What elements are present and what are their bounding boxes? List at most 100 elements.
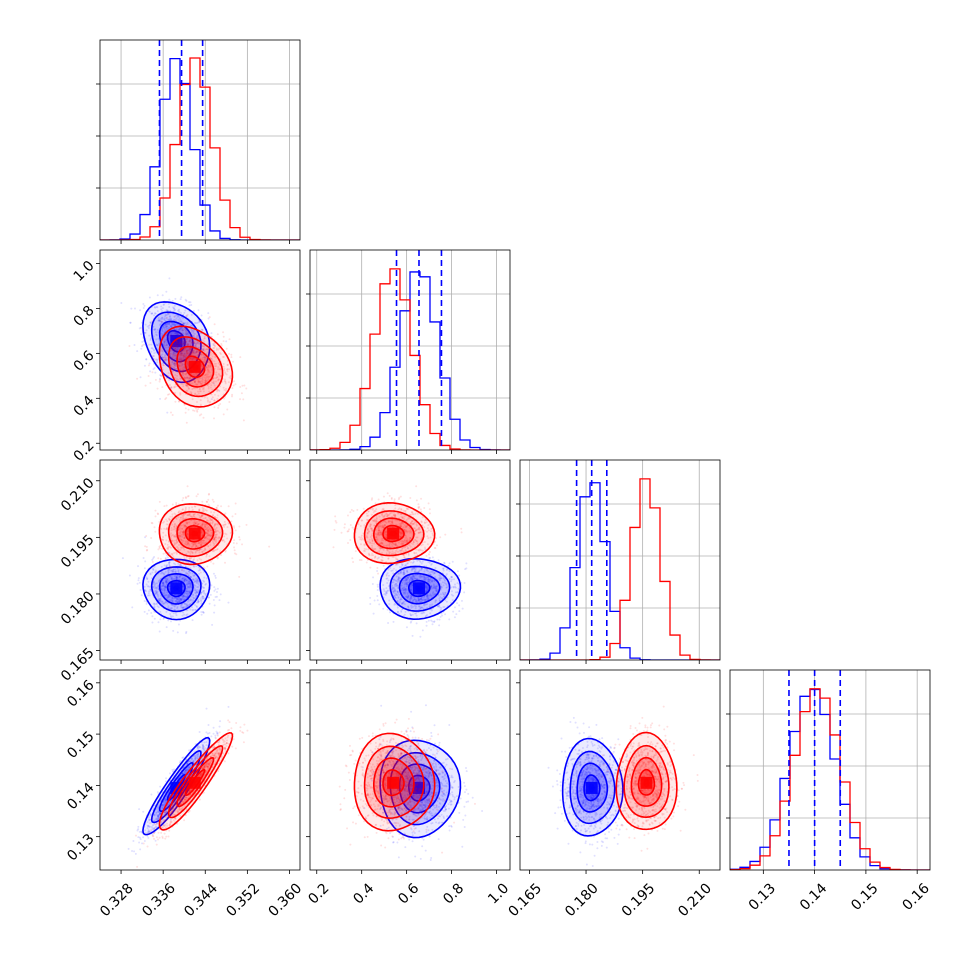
scatter-point [166, 325, 169, 328]
scatter-point [212, 572, 215, 575]
scatter-point [168, 393, 171, 396]
scatter-point [206, 397, 209, 400]
scatter-point [142, 307, 145, 310]
scatter-point [201, 610, 204, 613]
scatter-point [203, 345, 206, 348]
scatter-point [189, 357, 192, 360]
scatter-point [195, 595, 198, 598]
scatter-point [189, 344, 192, 347]
scatter-point [177, 333, 180, 336]
scatter-point [177, 329, 180, 332]
scatter-point [167, 346, 170, 349]
scatter-point [168, 562, 171, 565]
scatter-point [158, 579, 161, 582]
scatter-point [215, 365, 218, 368]
scatter-point [185, 583, 188, 586]
scatter-point [179, 367, 182, 370]
scatter-point [186, 352, 189, 355]
scatter-point [195, 409, 198, 412]
scatter-point [161, 585, 164, 588]
scatter-point [200, 369, 203, 372]
scatter-point [193, 340, 196, 343]
scatter-point [228, 368, 231, 371]
scatter-point [185, 349, 188, 352]
scatter-point [205, 360, 208, 363]
scatter-point [185, 421, 188, 424]
scatter-point [176, 342, 179, 345]
scatter-point [335, 521, 338, 524]
scatter-point [198, 373, 201, 376]
scatter-point [242, 419, 245, 422]
scatter-point [188, 582, 191, 585]
scatter-point [180, 349, 183, 352]
scatter-point [371, 582, 374, 585]
scatter-point [162, 364, 165, 367]
scatter-point [186, 360, 189, 363]
scatter-point [152, 355, 155, 358]
scatter-point [191, 572, 194, 575]
scatter-point [168, 384, 171, 387]
scatter-point [180, 320, 183, 323]
scatter-point [213, 344, 216, 347]
scatter-point [195, 407, 198, 410]
scatter-point [218, 389, 221, 392]
scatter-point [156, 294, 159, 297]
scatter-point [217, 394, 220, 397]
scatter-point [181, 343, 184, 346]
scatter-point [183, 348, 186, 351]
scatter-point [209, 366, 212, 369]
scatter-point [174, 612, 177, 615]
scatter-point [172, 370, 175, 373]
scatter-point [463, 591, 466, 594]
scatter-point [180, 296, 183, 299]
scatter-point [221, 356, 224, 359]
scatter-point [193, 332, 196, 335]
scatter-point [207, 364, 210, 367]
scatter-point [179, 298, 182, 301]
scatter-point [174, 314, 177, 317]
scatter-point [185, 354, 188, 357]
scatter-point [233, 539, 236, 542]
scatter-point [170, 361, 173, 364]
scatter-point [207, 365, 210, 368]
scatter-point [164, 358, 167, 361]
scatter-point [204, 373, 207, 376]
scatter-point [165, 364, 168, 367]
scatter-point [192, 330, 195, 333]
scatter-point [153, 352, 156, 355]
scatter-point [180, 597, 183, 600]
scatter-point [217, 406, 220, 409]
scatter-point [202, 586, 205, 589]
scatter-point [189, 581, 192, 584]
scatter-point [199, 390, 202, 393]
scatter-point [129, 321, 132, 324]
scatter-point [180, 364, 183, 367]
scatter-point [181, 372, 184, 375]
scatter-point [194, 344, 197, 347]
scatter-point [181, 317, 184, 320]
scatter-point [178, 308, 181, 311]
scatter-point [242, 398, 245, 401]
scatter-point [208, 375, 211, 378]
scatter-point [150, 347, 153, 350]
scatter-point [186, 389, 189, 392]
scatter-point [193, 380, 196, 383]
scatter-point [176, 344, 179, 347]
scatter-point [177, 333, 180, 336]
scatter-point [222, 386, 225, 389]
scatter-point [154, 509, 157, 512]
scatter-point [168, 598, 171, 601]
scatter-point [185, 352, 188, 355]
scatter-point [235, 542, 238, 545]
scatter-point [202, 416, 205, 419]
scatter-point [163, 355, 166, 358]
scatter-point [387, 621, 390, 624]
scatter-point [175, 576, 178, 579]
scatter-point [174, 348, 177, 351]
scatter-point [180, 370, 183, 373]
scatter-point [141, 340, 144, 343]
scatter-point [197, 589, 200, 592]
scatter-point [205, 500, 208, 503]
scatter-point [168, 298, 171, 301]
scatter-point [173, 309, 176, 312]
